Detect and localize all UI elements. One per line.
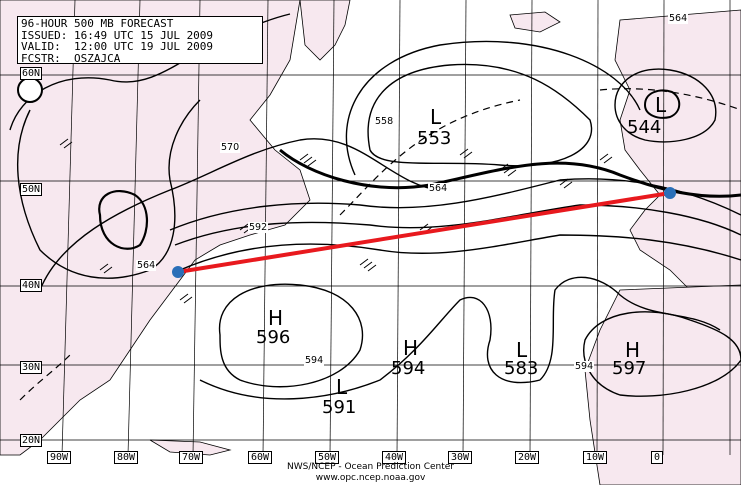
dashed-lower-left — [19, 354, 71, 401]
contour-596 — [218, 283, 364, 388]
header-title: 96-HOUR 500 MB FORECAST — [21, 17, 174, 30]
system-l2-value: 544 — [627, 117, 662, 138]
contour-582 — [174, 204, 741, 246]
contour-label-564-gl: 564 — [136, 260, 157, 271]
lat-label-60n: 60N — [20, 67, 43, 80]
contour-label-564-top: 564 — [668, 13, 689, 24]
lon-label-0: 0 — [651, 451, 664, 464]
contour-label-558: 558 — [374, 116, 395, 127]
system-l1-value: 553 — [417, 128, 452, 149]
system-l3-value: 591 — [322, 397, 357, 418]
lon-label-70w: 70W — [179, 451, 204, 464]
noaa-logo-icon — [17, 77, 43, 103]
system-h1-letter: H — [268, 306, 284, 330]
lon-label-90w: 90W — [47, 451, 72, 464]
track-line — [177, 191, 671, 274]
lat-label-30n: 30N — [20, 361, 43, 374]
forecast-header: 96-HOUR 500 MB FORECAST ISSUED: 16:49 UT… — [17, 16, 263, 64]
lat-label-50n: 50N — [20, 183, 43, 196]
europe-land — [614, 9, 741, 331]
contour-low-544 — [614, 68, 717, 143]
contour-594-a — [199, 296, 541, 400]
contour-label-564-mid: 564 — [428, 183, 449, 194]
system-h3-letter: H — [625, 338, 641, 362]
header-forecaster: FCSTR: OSZAJCA — [21, 51, 121, 65]
credit-url: www.opc.ncep.noaa.gov — [315, 473, 426, 483]
contour-label-594-a: 594 — [304, 355, 325, 366]
lon-label-20w: 20W — [515, 451, 540, 464]
contour-588 — [179, 234, 741, 271]
system-l4-letter: L — [516, 338, 528, 362]
greenland-land — [299, 0, 351, 61]
track-start-marker — [172, 266, 184, 278]
contour-inner-544 — [643, 89, 681, 119]
system-h2-letter: H — [403, 336, 419, 360]
system-h2-value: 594 — [391, 358, 426, 379]
lon-label-30w: 30W — [448, 451, 473, 464]
contour-597 — [583, 311, 741, 397]
lon-label-40w: 40W — [382, 451, 407, 464]
credit-agency: NWS/NCEP - Ocean Prediction Center — [287, 462, 454, 472]
lat-label-20n: 20N — [20, 434, 43, 447]
dashed-europe — [599, 88, 741, 111]
system-l3-letter: L — [336, 375, 348, 399]
contour-570 — [39, 138, 441, 291]
lon-label-80w: 80W — [114, 451, 139, 464]
lat-label-40n: 40N — [20, 279, 43, 292]
contour-label-594-b: 594 — [574, 361, 595, 372]
system-l4-value: 583 — [504, 358, 539, 379]
contour-gl-low — [98, 190, 148, 250]
dashed-ridge — [339, 99, 521, 216]
contour-558 — [345, 40, 641, 176]
lon-label-10w: 10W — [583, 451, 608, 464]
contour-label-570: 570 — [220, 142, 241, 153]
iceland-land — [509, 11, 561, 33]
header-valid: VALID: 12:00 UTC 19 JUL 2009 — [21, 40, 214, 53]
system-l1-letter: L — [430, 105, 442, 129]
system-h3-value: 597 — [612, 358, 647, 379]
north-america-land — [0, 0, 311, 456]
track-end-marker — [664, 187, 676, 199]
lon-label-50w: 50W — [315, 451, 340, 464]
system-h1-value: 596 — [256, 327, 291, 348]
cuba-land — [149, 439, 232, 456]
contour-label-592: 592 — [248, 222, 269, 233]
contour-576 — [169, 178, 741, 231]
system-l2-letter: L — [655, 93, 667, 117]
header-issued: ISSUED: 16:49 UTC 15 JUL 2009 — [21, 28, 214, 42]
contour-low-553 — [367, 63, 593, 167]
lon-label-60w: 60W — [248, 451, 273, 464]
